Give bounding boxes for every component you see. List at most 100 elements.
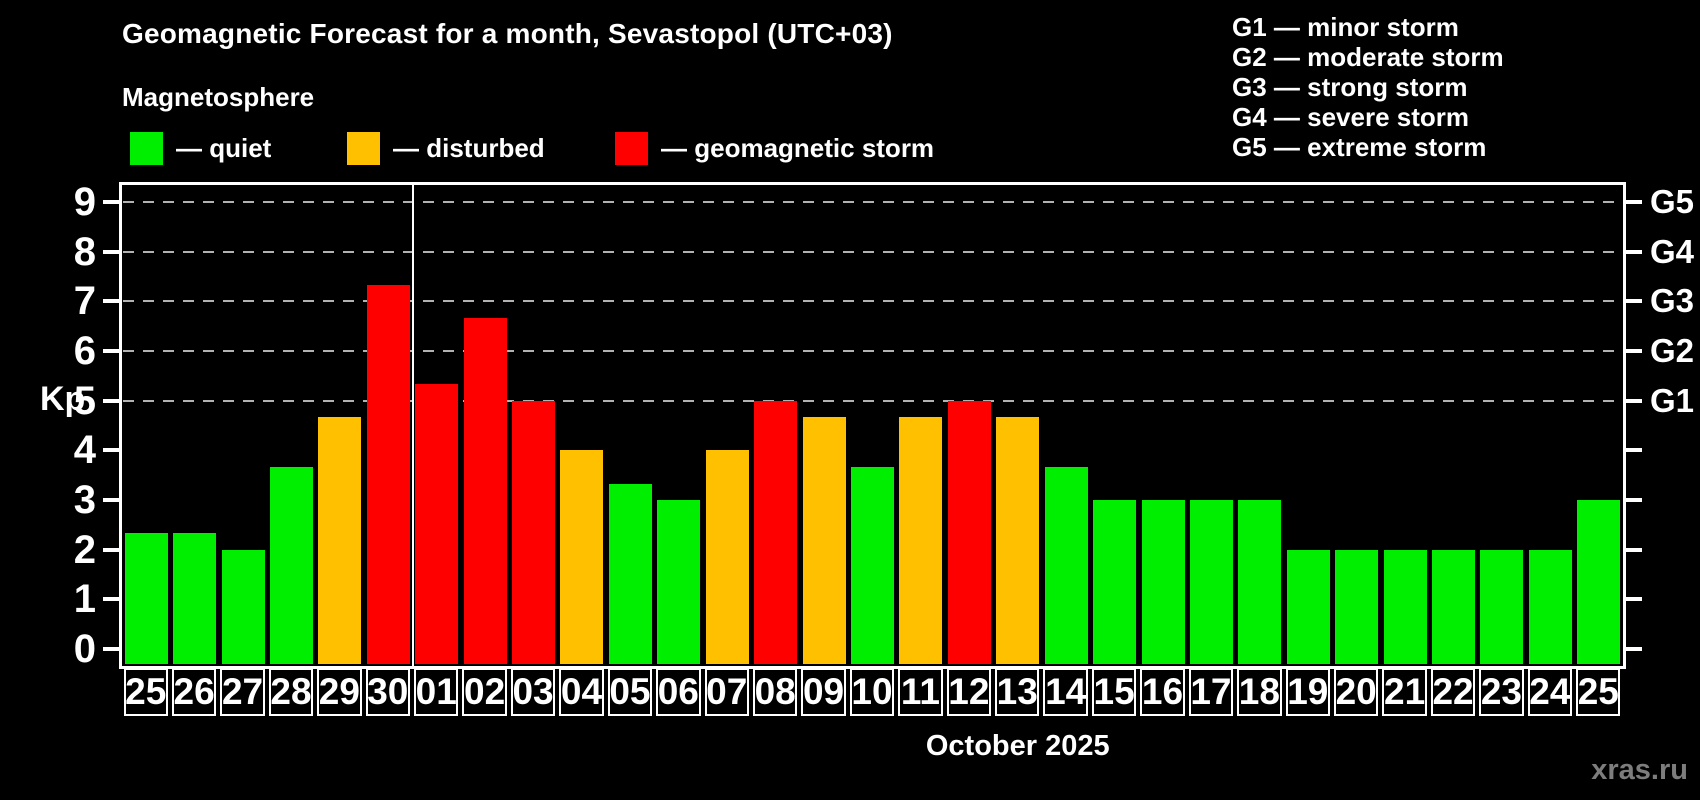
y-tick-label: 8 xyxy=(73,229,96,274)
date-label-oct-14: 14 xyxy=(1043,668,1088,716)
legend-label: — disturbed xyxy=(393,132,545,163)
kp-bar-09 xyxy=(802,417,846,664)
watermark: xras.ru xyxy=(1591,754,1688,786)
kp-bar-19 xyxy=(1286,549,1330,664)
legend-item-disturbed: — disturbed xyxy=(347,130,545,166)
kp-bar-05 xyxy=(608,483,652,664)
kp-bar-27 xyxy=(221,549,265,664)
kp-bar-22 xyxy=(1432,549,1476,664)
chart-title: Geomagnetic Forecast for a month, Sevast… xyxy=(122,18,893,49)
y-tick-label: 3 xyxy=(73,477,96,522)
kp-bar-18 xyxy=(1238,499,1282,664)
kp-bar-08 xyxy=(754,400,798,664)
date-label-oct-07: 07 xyxy=(704,668,749,716)
kp-bar-14 xyxy=(1044,466,1088,664)
y-tick-label: 0 xyxy=(73,627,96,671)
kp-bar-04 xyxy=(560,450,604,664)
gridline-kp5 xyxy=(123,399,1622,402)
date-label-oct-10: 10 xyxy=(849,668,895,716)
y-tick-right xyxy=(1626,398,1642,403)
kp-bar-23 xyxy=(1480,549,1524,664)
y-tick-right xyxy=(1626,249,1642,254)
y-tick-label: 9 xyxy=(73,179,96,224)
kp-bar-16 xyxy=(1141,499,1185,664)
g-axis-label-G2: G2 xyxy=(1650,331,1695,369)
date-label-oct-01: 01 xyxy=(414,668,459,716)
y-tick-left xyxy=(103,199,119,204)
date-label-oct-19: 19 xyxy=(1285,668,1330,716)
date-label-oct-16: 16 xyxy=(1140,668,1185,716)
kp-bar-11 xyxy=(899,417,943,664)
kp-bar-06 xyxy=(657,499,701,664)
date-label-sep-28: 28 xyxy=(268,668,314,716)
y-tick-label: 4 xyxy=(73,428,96,473)
y-tick-left xyxy=(103,547,119,552)
date-label-oct-21: 21 xyxy=(1382,668,1427,716)
legend-label: — quiet xyxy=(176,132,272,163)
g-axis-label-G1: G1 xyxy=(1650,381,1695,419)
y-tick-left xyxy=(103,299,119,304)
date-label-oct-08: 08 xyxy=(752,668,798,716)
y-tick-left xyxy=(103,497,119,502)
g-scale-legend: G1 — minor storm G2 — moderate storm G3 — … xyxy=(1232,12,1504,162)
date-label-oct-03: 03 xyxy=(510,668,556,716)
kp-bar-25 xyxy=(124,533,168,664)
y-tick-right xyxy=(1626,597,1642,602)
gridline-kp8 xyxy=(123,250,1622,253)
date-label-oct-09: 09 xyxy=(801,668,846,716)
date-label-oct-18: 18 xyxy=(1237,668,1282,716)
disturbed-color-swatch xyxy=(347,131,380,165)
y-tick-right xyxy=(1626,448,1642,453)
kp-bar-24 xyxy=(1528,549,1572,664)
date-label-oct-24: 24 xyxy=(1527,668,1573,716)
kp-bar-13 xyxy=(996,417,1040,664)
gridline-kp9 xyxy=(123,200,1622,203)
kp-bar-15 xyxy=(1093,499,1137,664)
kp-bar-07 xyxy=(705,450,749,664)
kp-bar-02 xyxy=(463,317,507,664)
g-axis-label-G3: G3 xyxy=(1650,282,1695,320)
kp-bar-29 xyxy=(318,417,362,664)
kp-bar-01 xyxy=(415,384,459,664)
date-label-sep-26: 26 xyxy=(171,668,217,716)
gridline-kp7 xyxy=(123,300,1622,303)
y-tick-left xyxy=(103,597,119,602)
date-label-sep-29: 29 xyxy=(317,668,362,716)
g-legend-line: G1 — minor storm xyxy=(1232,12,1459,42)
y-tick-right xyxy=(1626,497,1642,502)
y-tick-left xyxy=(103,647,119,651)
kp-bar-26 xyxy=(173,533,217,664)
plot-area xyxy=(119,182,1626,669)
g-legend-line: G3 — strong storm xyxy=(1232,72,1468,102)
date-label-sep-30: 30 xyxy=(365,668,410,716)
y-tick-label: 7 xyxy=(73,279,96,324)
date-label-oct-06: 06 xyxy=(656,668,701,716)
g-legend-line: G4 — severe storm xyxy=(1232,102,1470,132)
kp-bar-10 xyxy=(851,466,894,664)
kp-bar-21 xyxy=(1383,549,1427,664)
kp-bar-28 xyxy=(269,466,313,664)
g-axis-label-G4: G4 xyxy=(1650,232,1695,270)
date-label-oct-11: 11 xyxy=(898,668,943,716)
gridline-kp6 xyxy=(123,349,1622,352)
legend-label: — geomagnetic storm xyxy=(661,132,935,163)
date-label-sep-25: 25 xyxy=(123,668,168,716)
y-axis-title: Kp xyxy=(40,380,86,418)
y-tick-right xyxy=(1626,299,1642,304)
date-label-oct-15: 15 xyxy=(1091,668,1137,716)
storm-color-swatch xyxy=(615,131,648,165)
x-axis-title: October 2025 xyxy=(925,730,1110,762)
y-tick-label: 5 xyxy=(73,378,96,423)
date-label-oct-22: 22 xyxy=(1430,668,1476,716)
date-label-oct-04: 04 xyxy=(559,668,604,716)
y-tick-label: 6 xyxy=(73,328,96,373)
g-legend-line: G5 — extreme storm xyxy=(1232,132,1487,162)
date-label-oct-20: 20 xyxy=(1333,668,1379,716)
quiet-color-swatch xyxy=(130,131,163,165)
y-tick-right xyxy=(1626,547,1642,552)
date-label-oct-12: 12 xyxy=(946,668,992,716)
kp-bar-12 xyxy=(947,400,991,664)
kp-bar-17 xyxy=(1189,499,1233,664)
y-tick-label: 1 xyxy=(73,577,96,622)
